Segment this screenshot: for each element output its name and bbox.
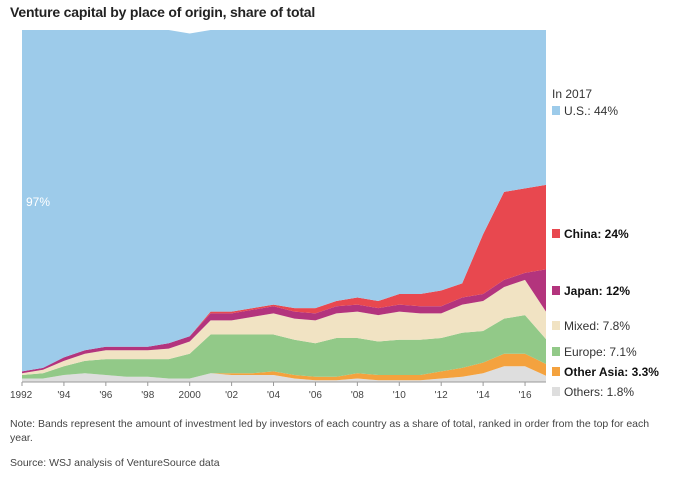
band-japan [22,269,546,374]
x-tick-label: '02 [225,390,238,401]
band-u-s- [22,30,546,372]
area-bands [22,30,546,382]
x-tick-label: '98 [141,390,154,401]
x-tick-label: '12 [435,390,448,401]
legend-label-others: Others: 1.8% [564,385,634,399]
legend-swatch-japan [552,286,560,295]
legend-label-europe: Europe: 7.1% [564,345,637,359]
legend-swatch-others [552,387,560,396]
x-tick-label: '94 [57,390,70,401]
x-axis-ticks: 1992 '94 '96 '98 2000 '02 '04 '06 '08 '10 '12 '14 '1… [10,382,532,401]
legend-label-china: China: 24% [564,227,629,241]
legend-label-other-asia: Other Asia: 3.3% [564,365,659,379]
legend-header: In 2017 [552,87,592,101]
legend-swatch-china [552,229,560,238]
chart-note: Note: Bands represent the amount of inve… [10,418,650,444]
chart-source: Source: WSJ analysis of VentureSource da… [10,457,220,469]
legend: U.S.: 44% China: 24% Japan: 12% Mixed: 7.8%… [552,104,659,399]
x-tick-label: '04 [267,390,280,401]
chart-title: Venture capital by place of origin, shar… [10,4,316,20]
x-tick-label: '16 [519,390,532,401]
x-tick-label: '96 [99,390,112,401]
legend-swatch-u-s- [552,106,560,115]
band-europe [22,315,546,379]
x-tick-label: '08 [351,390,364,401]
x-tick-label: '14 [477,390,490,401]
legend-swatch-mixed [552,321,560,330]
legend-swatch-europe [552,347,560,356]
legend-label-mixed: Mixed: 7.8% [564,319,630,333]
x-tick-label: 1992 [10,390,33,401]
x-tick-label: '10 [393,390,406,401]
band-others [22,366,546,382]
band-mixed [22,279,546,375]
legend-swatch-other-asia [552,367,560,376]
band-other-asia [22,353,546,381]
stacked-area-chart: 1992 '94 '96 '98 2000 '02 '04 '06 '08 '10 '12 '14 '1… [10,30,659,401]
annotation-97-percent: 97% [26,195,50,209]
legend-label-japan: Japan: 12% [564,284,630,298]
x-tick-label: '06 [309,390,322,401]
x-tick-label: 2000 [179,390,202,401]
legend-label-u-s-: U.S.: 44% [564,104,618,118]
